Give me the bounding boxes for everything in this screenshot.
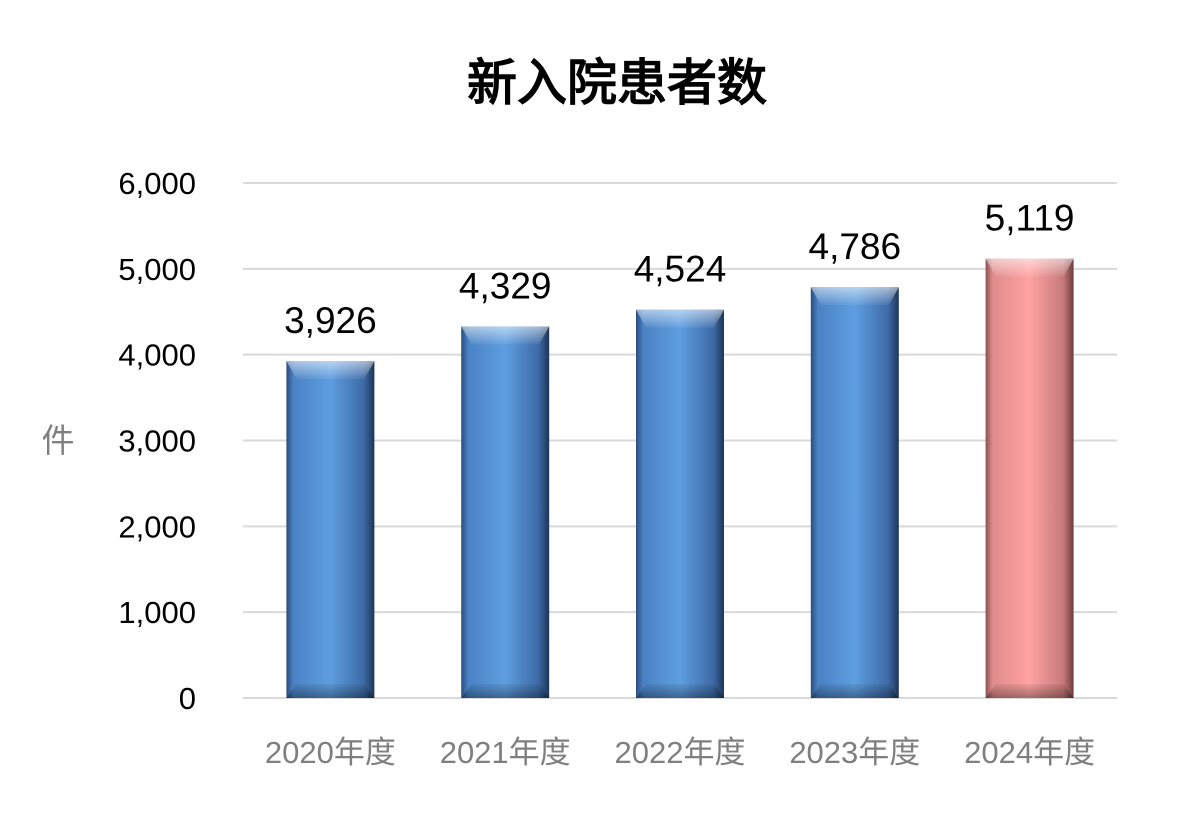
bar-bevel-bottom [636,684,724,698]
bar-bevel-bottom [286,684,375,698]
bars [286,258,1074,698]
y-axis-ticks: 0 1,000 2,000 3,000 4,000 5,000 6,000 [118,166,196,716]
y-tick-label: 0 [179,681,196,716]
y-tick-label: 5,000 [118,252,196,287]
data-label: 4,524 [634,249,727,290]
bar-body [461,326,550,698]
data-label: 5,119 [985,198,1075,239]
x-tick-label: 2021年度 [440,735,571,770]
bar-body [810,287,899,698]
x-tick-label: 2020年度 [265,735,396,770]
x-tick-label: 2024年度 [964,735,1095,770]
bar-bevel-top [636,309,724,328]
x-tick-label: 2022年度 [615,735,746,770]
y-axis-label: 件 [42,421,75,460]
bar-body [985,258,1074,698]
data-label: 3,926 [284,300,377,341]
bar-bevel-top [810,287,899,306]
y-tick-label: 2,000 [118,509,196,544]
x-axis-ticks: 2020年度 2021年度 2022年度 2023年度 2024年度 [265,735,1095,770]
bar-bevel-top [286,361,375,380]
y-tick-label: 4,000 [118,338,196,373]
bar [461,326,550,698]
chart-title: 新入院患者数 [467,54,767,112]
bar [985,258,1074,698]
bar-body [286,361,375,698]
bar-bevel-bottom [810,684,899,698]
bar-bevel-top [985,258,1074,277]
x-tick-label: 2023年度 [789,735,920,770]
bar-bevel-bottom [985,684,1074,698]
bar [810,287,899,698]
data-labels: 3,926 4,329 4,524 4,786 5,119 [284,198,1074,341]
data-label: 4,329 [459,265,552,306]
bar-body [636,309,724,698]
bar-bevel-bottom [461,684,550,698]
bar-bevel-top [461,326,550,345]
bar [286,361,375,698]
data-label: 4,786 [809,226,902,267]
y-tick-label: 3,000 [118,424,196,459]
y-tick-label: 6,000 [118,166,196,201]
bar [636,309,724,698]
y-tick-label: 1,000 [118,595,196,630]
